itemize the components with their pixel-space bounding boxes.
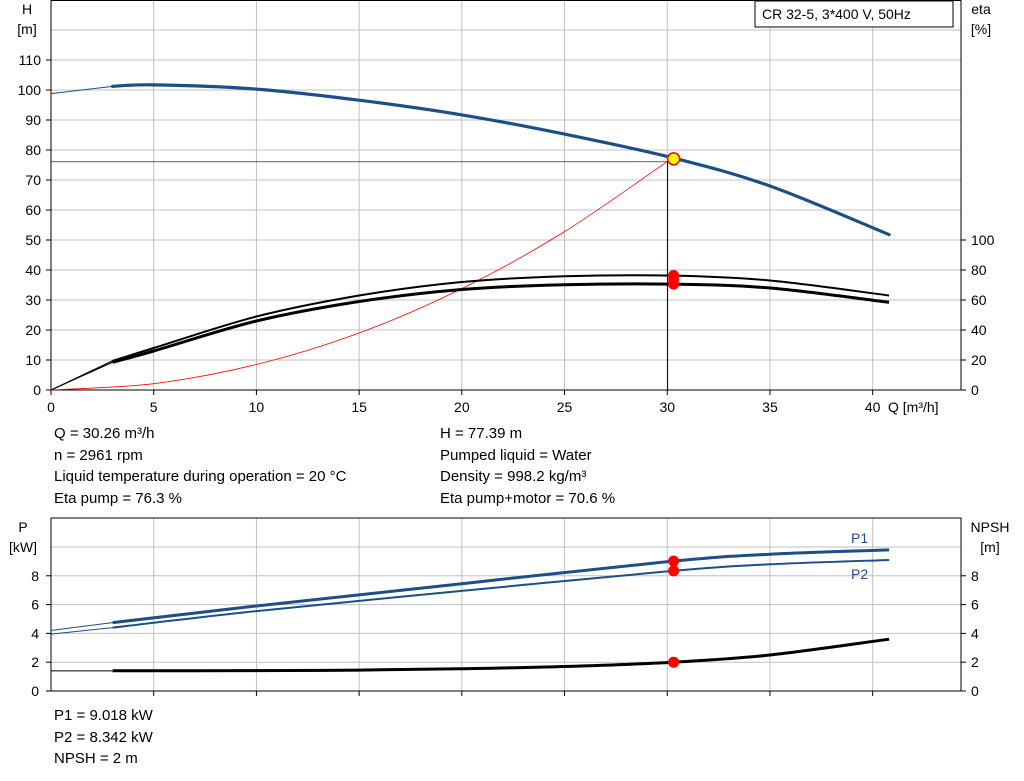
bottom-y-left-tick-label: 8	[31, 568, 39, 584]
y-right-label-top-1: eta	[971, 1, 991, 17]
top-chart-curves	[50, 83, 891, 391]
y-left-tick-label: 70	[25, 172, 41, 188]
p1-marker	[668, 555, 680, 567]
info-column-3: P1 = 9.018 kW P2 = 8.342 kW NPSH = 2 m	[54, 705, 153, 770]
eta-pump-motor-marker	[668, 278, 680, 290]
head-curve-extension	[50, 85, 113, 95]
y-right-tick-label: 80	[971, 262, 987, 278]
x-axis-label: Q [m³/h]	[888, 399, 939, 415]
system-curve	[50, 157, 673, 391]
eta-motor-extension	[50, 361, 113, 391]
info-column-1: Q = 30.26 m³/h n = 2961 rpm Liquid tempe…	[54, 423, 346, 509]
bottom-chart-grid	[51, 518, 961, 691]
operating-point-markers	[666, 152, 681, 668]
y-left-tick-label: 40	[25, 262, 41, 278]
top-chart-grid	[51, 0, 961, 390]
y-left-tick-label: 30	[25, 292, 41, 308]
y-left-tick-label: 90	[25, 112, 41, 128]
x-tick-label: 40	[865, 399, 881, 415]
info-head: H = 77.39 m	[440, 425, 523, 442]
x-tick-label: 35	[762, 399, 778, 415]
y-left-tick-label: 50	[25, 232, 41, 248]
bottom-chart-ticks: 0 2 4 6 8 0 2 4 6 8	[31, 568, 979, 699]
info-pumped-liquid: Pumped liquid = Water	[440, 446, 592, 464]
npsh-marker	[668, 656, 680, 668]
y-left-label-bottom-1: P	[18, 519, 27, 535]
info-speed: n = 2961 rpm	[54, 446, 143, 464]
info-column-2: H = 77.39 m Pumped liquid = Water Densit…	[440, 423, 615, 509]
info-liquid-temperature: Liquid temperature during operation = 20…	[54, 468, 347, 485]
y-left-label-bottom-2: [kW]	[9, 539, 37, 555]
p2-marker	[668, 565, 680, 577]
p2-curve-label: P2	[851, 566, 868, 582]
bottom-y-right-tick-label: 6	[971, 597, 979, 613]
y-left-tick-label: 10	[25, 352, 41, 368]
bottom-y-right-tick-label: 4	[971, 625, 979, 641]
bottom-y-right-tick-label: 2	[971, 654, 979, 670]
y-left-tick-label: 20	[25, 322, 41, 338]
x-tick-label: 25	[557, 399, 573, 415]
y-right-tick-label: 20	[971, 352, 987, 368]
y-left-tick-label: 60	[25, 202, 41, 218]
y-left-tick-label: 80	[25, 142, 41, 158]
bottom-y-right-tick-label: 8	[971, 568, 979, 584]
y-right-tick-label: 0	[971, 382, 979, 398]
info-p2: P2 = 8.342 kW	[54, 728, 153, 746]
x-tick-label: 30	[659, 399, 675, 415]
y-left-label-top-2: [m]	[17, 21, 36, 37]
y-left-label-top-1: H	[22, 1, 32, 17]
info-eta-pump-motor: Eta pump+motor = 70.6 %	[440, 489, 616, 507]
bottom-y-left-tick-label: 2	[31, 654, 39, 670]
y-right-label-top-2: [%]	[971, 21, 991, 37]
npsh-curve	[112, 637, 890, 673]
info-density: Density = 998.2 kg/m³	[440, 468, 587, 485]
p1-curve-label: P1	[851, 530, 868, 546]
y-left-tick-label: 110	[19, 52, 42, 68]
bottom-y-left-tick-label: 0	[31, 683, 39, 699]
eta-pump-curve	[112, 274, 890, 362]
y-right-tick-label: 40	[971, 322, 987, 338]
bottom-y-right-tick-label: 0	[971, 683, 979, 699]
top-chart-frame	[50, 0, 962, 391]
y-left-tick-label: 100	[18, 82, 42, 98]
x-tick-label: 5	[150, 399, 158, 415]
info-eta-pump: Eta pump = 76.3 %	[54, 489, 182, 507]
duty-point-marker	[666, 152, 681, 166]
head-curve	[111, 83, 891, 237]
top-legend-box: CR 32-5, 3*400 V, 50Hz	[754, 0, 954, 28]
y-right-label-bottom-2: [m]	[980, 539, 999, 555]
bottom-y-left-tick-label: 6	[31, 597, 39, 613]
x-tick-label: 20	[454, 399, 470, 415]
p1-extension	[50, 622, 113, 631]
bottom-chart-curves	[50, 548, 890, 673]
eta-pump-motor-curve	[112, 282, 890, 364]
info-npsh: NPSH = 2 m	[54, 750, 138, 767]
p2-curve	[112, 559, 890, 629]
bottom-y-left-tick-label: 4	[31, 625, 39, 641]
p2-extension	[50, 627, 113, 635]
info-flow: Q = 30.26 m³/h	[54, 425, 155, 442]
y-right-tick-label: 100	[971, 232, 995, 248]
top-chart-ticks: 0 5 10 15 20 25 30 35 40 0 10 20 30 40 50 60 70 80 90 100 11…	[18, 52, 995, 415]
x-tick-label: 15	[351, 399, 367, 415]
x-tick-label: 10	[249, 399, 265, 415]
y-right-tick-label: 60	[971, 292, 987, 308]
x-tick-label: 0	[47, 399, 55, 415]
y-right-label-bottom-1: NPSH	[971, 519, 1010, 535]
legend-text: CR 32-5, 3*400 V, 50Hz	[762, 6, 911, 22]
info-p1: P1 = 9.018 kW	[54, 707, 153, 724]
p1-curve	[112, 548, 890, 625]
y-left-tick-label: 0	[33, 382, 41, 398]
